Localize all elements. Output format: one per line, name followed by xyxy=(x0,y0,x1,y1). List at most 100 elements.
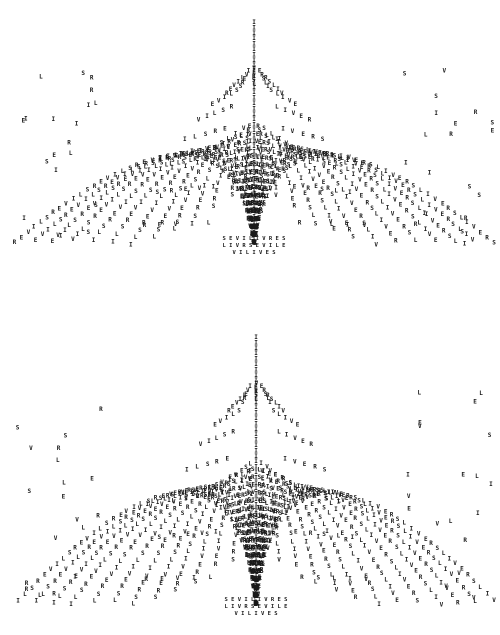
fountain-glyph: E xyxy=(248,192,252,199)
fountain-glyph: I xyxy=(230,495,234,502)
fountain-glyph: V xyxy=(252,239,256,246)
fountain-glyph: S xyxy=(266,171,270,178)
fountain-glyph: V xyxy=(150,207,154,214)
fountain-glyph: S xyxy=(256,177,260,184)
fountain-glyph: S xyxy=(279,510,283,517)
fountain-glyph: E xyxy=(247,185,251,192)
fountain-glyph: V xyxy=(279,158,283,165)
stem-glyph: I xyxy=(254,372,258,379)
fountain-glyph: R xyxy=(318,190,322,197)
fountain-glyph: V xyxy=(245,157,249,164)
fountain-glyph: E xyxy=(154,506,158,513)
arc-glyph: I xyxy=(192,574,196,581)
fountain-glyph: R xyxy=(201,148,205,155)
fountain-glyph: R xyxy=(197,169,201,176)
fountain-glyph: V xyxy=(360,565,364,572)
fountain-glyph: L xyxy=(275,541,279,548)
fountain-glyph: I xyxy=(243,544,247,551)
fountain-glyph: V xyxy=(259,521,263,528)
fountain-glyph: V xyxy=(172,499,176,506)
fountain-glyph: S xyxy=(176,219,180,226)
stray-glyph: I xyxy=(73,574,77,581)
fountain-glyph: V xyxy=(272,492,276,499)
fountain-glyph: L xyxy=(454,238,458,245)
arc-glyph: E xyxy=(258,67,262,74)
arc-glyph: R xyxy=(298,220,302,227)
fountain-glyph: E xyxy=(309,485,313,492)
fountain-glyph: S xyxy=(245,135,249,142)
fountain-glyph: I xyxy=(363,543,367,550)
fountain-glyph: I xyxy=(249,201,253,208)
fountain-glyph: L xyxy=(256,512,260,519)
fountain-glyph: E xyxy=(238,493,242,500)
fountain-glyph: L xyxy=(262,546,266,553)
fountain-glyph: S xyxy=(282,495,286,502)
fountain-glyph: E xyxy=(259,568,263,575)
stray-glyph: R xyxy=(57,445,61,452)
fountain-glyph: V xyxy=(434,207,438,214)
fountain-glyph: R xyxy=(257,216,261,223)
fountain-glyph: I xyxy=(196,159,200,166)
fountain-glyph: S xyxy=(257,201,261,208)
fountain-glyph: I xyxy=(245,162,249,169)
fountain-glyph: I xyxy=(215,502,219,509)
fountain-glyph: E xyxy=(207,485,211,492)
fountain-glyph: S xyxy=(119,519,123,526)
fountain-glyph: R xyxy=(307,511,311,518)
stem-glyph: I xyxy=(254,437,258,444)
fountain-glyph: E xyxy=(254,184,258,191)
fountain-glyph: E xyxy=(249,476,253,483)
arc-glyph: L xyxy=(171,497,175,504)
fountain-glyph: L xyxy=(264,193,268,200)
fountain-glyph: S xyxy=(360,504,364,511)
core-line: L I V R S E V I L E xyxy=(225,604,288,610)
fountain-glyph: R xyxy=(240,516,244,523)
fountain-glyph: I xyxy=(379,217,383,224)
stray-glyph: S xyxy=(45,159,49,166)
fountain-glyph: E xyxy=(199,197,203,204)
fountain-glyph: V xyxy=(342,213,346,220)
fountain-glyph: L xyxy=(189,157,193,164)
arc-glyph: R xyxy=(252,73,256,80)
fountain-glyph: R xyxy=(93,213,97,220)
fountain-glyph: V xyxy=(231,137,235,144)
fountain-glyph: R xyxy=(388,538,392,545)
fountain-glyph: L xyxy=(303,530,307,537)
fountain-glyph: L xyxy=(144,164,148,171)
fountain-glyph: R xyxy=(405,207,409,214)
fountain-glyph: E xyxy=(250,231,254,238)
stem-glyph: I xyxy=(254,582,258,589)
fountain-glyph: L xyxy=(253,601,257,608)
fountain-glyph: L xyxy=(174,192,178,199)
fountain-glyph: V xyxy=(271,508,275,515)
fountain-glyph: E xyxy=(232,541,236,548)
fountain-glyph: V xyxy=(256,552,260,559)
fountain-glyph: R xyxy=(87,544,91,551)
fountain-glyph: I xyxy=(269,498,273,505)
fountain-glyph: V xyxy=(258,506,262,513)
fountain-glyph: E xyxy=(244,165,248,172)
fountain-glyph: R xyxy=(292,202,296,209)
fountain-glyph: V xyxy=(250,484,254,491)
fountain-glyph: V xyxy=(254,192,258,199)
fountain-glyph: R xyxy=(255,577,259,584)
fountain-glyph: V xyxy=(251,230,255,237)
fountain-glyph: E xyxy=(245,545,249,552)
stem-glyph: I xyxy=(254,572,258,579)
fountain-glyph: L xyxy=(236,155,240,162)
fountain-glyph: V xyxy=(341,497,345,504)
stray-glyph: V xyxy=(442,68,446,75)
fountain-glyph: L xyxy=(340,155,344,162)
fountain-glyph: L xyxy=(260,181,264,188)
arc-glyph: I xyxy=(236,79,240,86)
fountain-glyph: E xyxy=(179,571,183,578)
fountain-glyph: E xyxy=(185,151,189,158)
fountain-glyph: R xyxy=(69,579,73,586)
fountain-glyph: S xyxy=(262,552,266,559)
fountain-glyph: I xyxy=(258,513,262,520)
fountain-glyph: I xyxy=(334,506,338,513)
fountain-glyph: L xyxy=(256,583,260,590)
fountain-glyph: V xyxy=(216,180,220,187)
fountain-glyph: S xyxy=(285,481,289,488)
stray-glyph: L xyxy=(38,592,42,599)
